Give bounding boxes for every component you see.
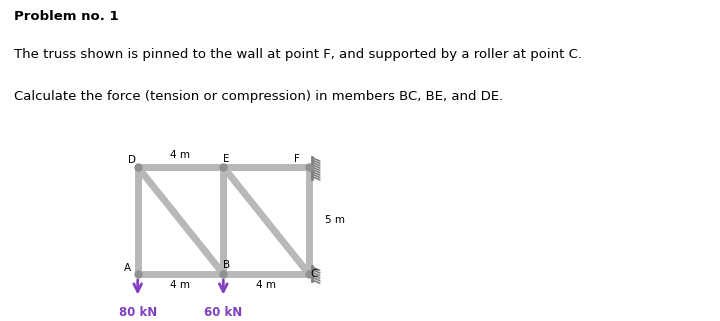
Text: E: E — [223, 154, 230, 164]
Text: 4 m: 4 m — [171, 280, 191, 290]
Text: D: D — [127, 155, 135, 165]
Text: B: B — [223, 260, 230, 270]
Text: 80 kN: 80 kN — [119, 306, 157, 319]
Text: C: C — [310, 269, 318, 279]
Text: 5 m: 5 m — [325, 215, 345, 225]
Text: F: F — [294, 154, 300, 164]
Text: The truss shown is pinned to the wall at point F, and supported by a roller at p: The truss shown is pinned to the wall at… — [14, 48, 582, 61]
Text: 4 m: 4 m — [171, 150, 191, 160]
Text: 60 kN: 60 kN — [204, 306, 243, 319]
Text: Problem no. 1: Problem no. 1 — [14, 10, 119, 22]
Text: A: A — [124, 263, 131, 273]
Text: 4 m: 4 m — [256, 280, 276, 290]
Text: Calculate the force (tension or compression) in members BC, BE, and DE.: Calculate the force (tension or compress… — [14, 90, 504, 103]
